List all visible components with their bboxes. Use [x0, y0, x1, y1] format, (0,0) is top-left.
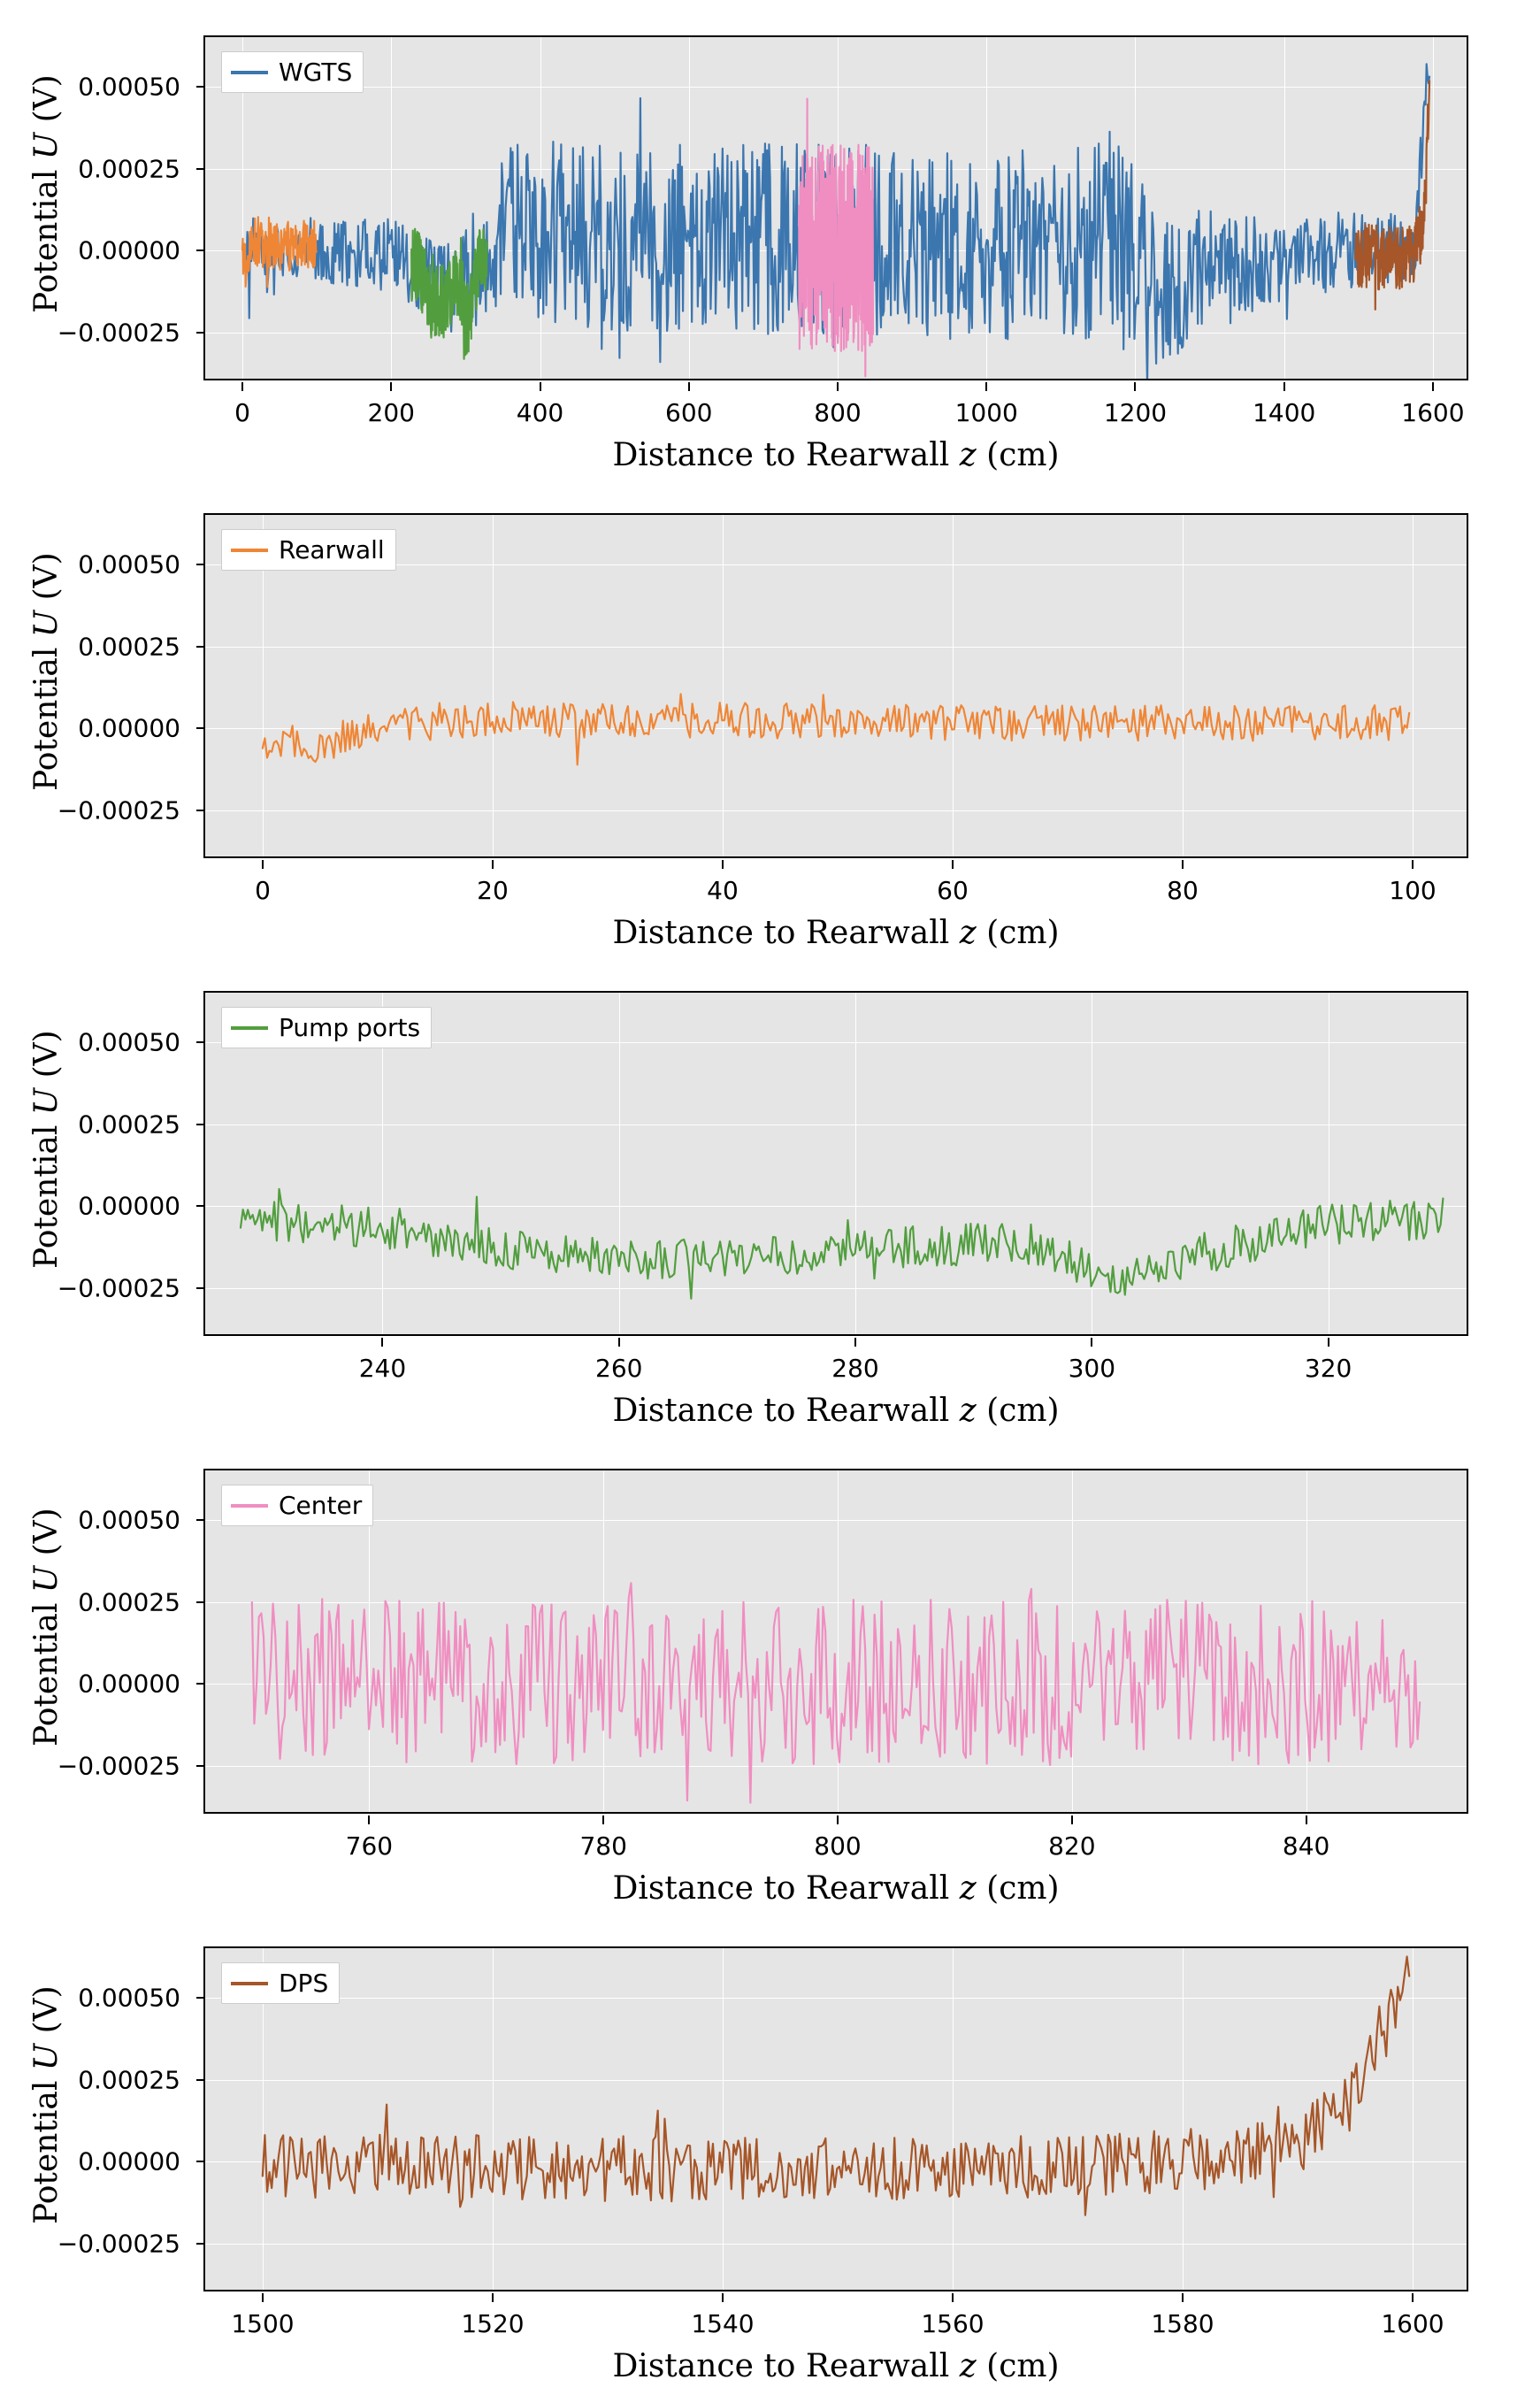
legend-label: Pump ports [279, 1013, 420, 1042]
x-axis-label: Distance to Rearwall z (cm) [612, 1393, 1059, 1429]
ytick-label: −0.00025 [57, 1752, 180, 1781]
legend: WGTS [221, 51, 364, 93]
xtick-label: 1600 [1381, 2309, 1444, 2338]
trace-dps [263, 1957, 1409, 2215]
x-axis-label: Distance to Rearwall z (cm) [612, 915, 1059, 951]
xtick-label: 1520 [461, 2309, 524, 2338]
legend-line-icon [231, 1504, 268, 1508]
panel-pump: 240260280300320−0.000250.000000.000250.0… [203, 991, 1468, 1336]
xtick-label: 800 [814, 398, 861, 427]
legend: Center [221, 1485, 373, 1526]
y-axis-label: Potential U (V) [28, 1030, 65, 1269]
xtick-label: 1500 [231, 2309, 294, 2338]
ytick-label: 0.00025 [78, 154, 180, 183]
legend-label: Center [279, 1491, 362, 1520]
ytick-label: 0.00050 [78, 549, 180, 579]
panel-dps: 150015201540156015801600−0.000250.000000… [203, 1946, 1468, 2291]
panel-rearwall: 020406080100−0.000250.000000.000250.0005… [203, 513, 1468, 858]
xtick-label: 1200 [1104, 398, 1167, 427]
xtick-label: 200 [368, 398, 415, 427]
xtick-label: 60 [937, 876, 969, 905]
xtick-label: 1540 [691, 2309, 754, 2338]
panel-wgts: 02004006008001000120014001600−0.000250.0… [203, 35, 1468, 380]
xtick-label: 240 [359, 1354, 406, 1383]
xtick-label: 260 [595, 1354, 642, 1383]
y-axis-label: Potential U (V) [28, 1985, 65, 2224]
ytick-label: 0.00025 [78, 1109, 180, 1139]
legend: Pump ports [221, 1007, 432, 1048]
xtick-label: 780 [579, 1831, 626, 1861]
xtick-label: 820 [1048, 1831, 1095, 1861]
figure: 02004006008001000120014001600−0.000250.0… [0, 0, 1540, 2395]
ytick-label: 0.00025 [78, 2065, 180, 2094]
legend: Rearwall [221, 529, 396, 571]
legend-line-icon [231, 71, 268, 74]
x-axis-label: Distance to Rearwall z (cm) [612, 437, 1059, 473]
ytick-label: −0.00025 [57, 1274, 180, 1303]
xtick-label: 400 [517, 398, 563, 427]
ytick-label: 0.00025 [78, 632, 180, 661]
xtick-label: 300 [1069, 1354, 1115, 1383]
x-axis-label: Distance to Rearwall z (cm) [612, 2348, 1059, 2384]
ytick-label: 0.00025 [78, 1587, 180, 1616]
legend-label: Rearwall [279, 535, 385, 564]
ytick-label: 0.00000 [78, 714, 180, 743]
legend-label: WGTS [279, 58, 352, 87]
ytick-label: 0.00050 [78, 72, 180, 101]
xtick-label: 100 [1389, 876, 1436, 905]
xtick-label: 1580 [1151, 2309, 1214, 2338]
xtick-label: 280 [831, 1354, 878, 1383]
x-axis-label: Distance to Rearwall z (cm) [612, 1870, 1059, 1907]
y-axis-label: Potential U (V) [28, 74, 65, 313]
ytick-label: −0.00025 [57, 796, 180, 825]
legend-line-icon [231, 1982, 268, 1985]
y-axis-label: Potential U (V) [28, 1508, 65, 1746]
legend-line-icon [231, 1026, 268, 1030]
ytick-label: 0.00000 [78, 1670, 180, 1699]
xtick-label: 40 [707, 876, 739, 905]
trace-center [252, 1583, 1420, 1802]
xtick-label: 0 [255, 876, 271, 905]
xtick-label: 600 [665, 398, 712, 427]
ytick-label: −0.00025 [57, 2230, 180, 2259]
xtick-label: 1400 [1253, 398, 1315, 427]
ytick-label: 0.00000 [78, 1192, 180, 1221]
xtick-label: 1000 [955, 398, 1018, 427]
trace-center [799, 99, 873, 377]
ytick-label: −0.00025 [57, 319, 180, 348]
ytick-label: 0.00050 [78, 1027, 180, 1056]
legend-label: DPS [279, 1969, 328, 1998]
legend-line-icon [231, 549, 268, 552]
ytick-label: 0.00000 [78, 2147, 180, 2176]
y-axis-label: Potential U (V) [28, 552, 65, 791]
ytick-label: 0.00050 [78, 1505, 180, 1534]
xtick-label: 760 [346, 1831, 393, 1861]
trace-rearwall [263, 695, 1409, 765]
xtick-label: 840 [1283, 1831, 1329, 1861]
xtick-label: 320 [1305, 1354, 1352, 1383]
xtick-label: 800 [814, 1831, 861, 1861]
ytick-label: 0.00050 [78, 1983, 180, 2012]
panel-center: 760780800820840−0.000250.000000.000250.0… [203, 1469, 1468, 1814]
xtick-label: 1560 [921, 2309, 984, 2338]
xtick-label: 0 [234, 398, 250, 427]
xtick-label: 1600 [1401, 398, 1464, 427]
trace-pump [241, 1189, 1443, 1299]
xtick-label: 20 [477, 876, 509, 905]
legend: DPS [221, 1962, 340, 2004]
xtick-label: 80 [1167, 876, 1199, 905]
ytick-label: 0.00000 [78, 236, 180, 265]
